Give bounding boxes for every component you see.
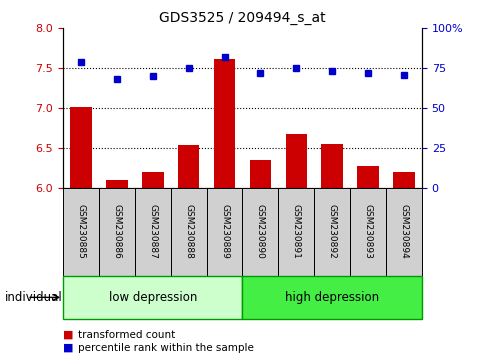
Bar xyxy=(206,188,242,276)
Text: individual: individual xyxy=(5,291,62,304)
Bar xyxy=(357,166,378,188)
Bar xyxy=(213,59,235,188)
Bar xyxy=(135,188,170,276)
Text: ■: ■ xyxy=(63,343,74,353)
Bar xyxy=(106,180,127,188)
Text: GDS3525 / 209494_s_at: GDS3525 / 209494_s_at xyxy=(159,11,325,25)
Bar xyxy=(70,107,91,188)
Bar xyxy=(393,172,414,188)
Text: GSM230893: GSM230893 xyxy=(363,204,372,259)
Bar xyxy=(178,144,199,188)
Bar xyxy=(170,188,206,276)
Text: GSM230886: GSM230886 xyxy=(112,204,121,259)
Text: GSM230888: GSM230888 xyxy=(184,204,193,259)
Bar xyxy=(63,276,242,319)
Bar xyxy=(242,188,278,276)
Text: GSM230889: GSM230889 xyxy=(220,204,228,259)
Text: GSM230887: GSM230887 xyxy=(148,204,157,259)
Text: low depression: low depression xyxy=(108,291,197,304)
Text: high depression: high depression xyxy=(285,291,378,304)
Text: ■: ■ xyxy=(63,330,74,339)
Text: GSM230890: GSM230890 xyxy=(256,204,264,259)
Text: transformed count: transformed count xyxy=(77,330,175,339)
Bar xyxy=(349,188,385,276)
Bar xyxy=(249,160,271,188)
Bar xyxy=(242,276,421,319)
Bar xyxy=(314,188,349,276)
Text: GSM230894: GSM230894 xyxy=(399,205,408,259)
Bar xyxy=(63,188,99,276)
Bar xyxy=(321,144,342,188)
Text: GSM230885: GSM230885 xyxy=(76,204,85,259)
Text: GSM230891: GSM230891 xyxy=(291,204,300,259)
Bar xyxy=(385,188,421,276)
Text: GSM230892: GSM230892 xyxy=(327,205,336,259)
Bar xyxy=(142,172,163,188)
Bar xyxy=(278,188,314,276)
Text: percentile rank within the sample: percentile rank within the sample xyxy=(77,343,253,353)
Bar xyxy=(99,188,135,276)
Bar xyxy=(285,134,306,188)
